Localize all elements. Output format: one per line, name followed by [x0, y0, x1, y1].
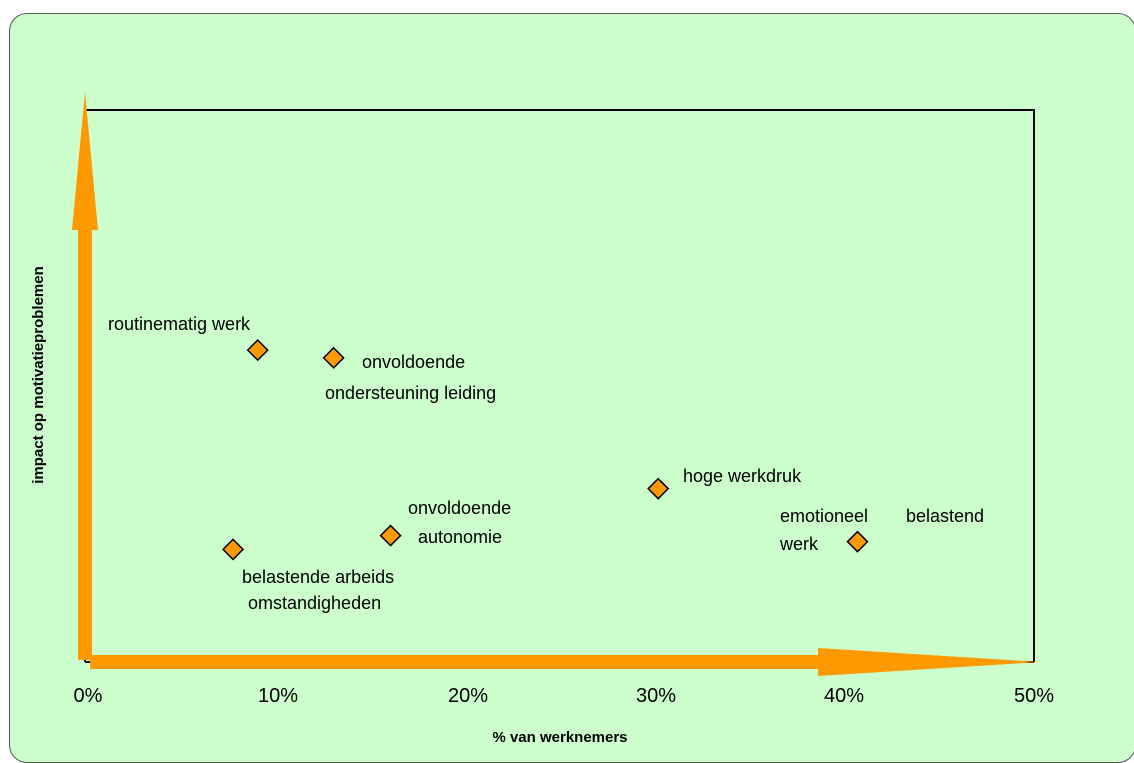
point-label: emotioneel	[780, 506, 868, 526]
data-point-marker	[246, 339, 269, 362]
x-tick-label: 30%	[636, 685, 676, 707]
data-point-marker	[322, 346, 345, 369]
point-label: routinematig werk	[108, 314, 251, 334]
point-label: hoge werkdruk	[683, 466, 802, 486]
x-tick-label: 20%	[448, 685, 488, 707]
plot-frame	[85, 109, 1035, 662]
y-axis-title: impact op motivatieproblemen	[30, 266, 47, 484]
data-point-marker	[379, 524, 402, 547]
data-point-marker	[221, 538, 245, 561]
point-label: omstandigheden	[248, 593, 381, 613]
point-label: belastend	[906, 506, 984, 526]
data-point-marker	[846, 530, 869, 553]
x-tick-label: 10%	[258, 685, 298, 707]
x-tick-label: 0%	[74, 685, 103, 707]
point-label: autonomie	[418, 527, 502, 547]
point-label: onvoldoende	[362, 352, 465, 372]
data-point-labels: routinematig werk onvoldoende ondersteun…	[108, 314, 984, 613]
x-axis-arrow	[90, 648, 1040, 676]
point-label: ondersteuning leiding	[325, 383, 496, 403]
y-axis-arrow	[72, 92, 98, 660]
point-label: werk	[779, 534, 819, 554]
data-point-marker	[647, 477, 670, 500]
x-tick-label: 50%	[1014, 685, 1054, 707]
data-markers	[221, 339, 869, 561]
x-tick-label: 40%	[824, 685, 864, 707]
x-axis-title: % van werknemers	[492, 729, 627, 746]
chart-background-panel	[9, 13, 1134, 763]
point-label: onvoldoende	[408, 498, 511, 518]
x-tick-labels: 0% 10% 20% 30% 40% 50%	[74, 685, 1055, 707]
point-label: belastende arbeids	[242, 567, 394, 587]
